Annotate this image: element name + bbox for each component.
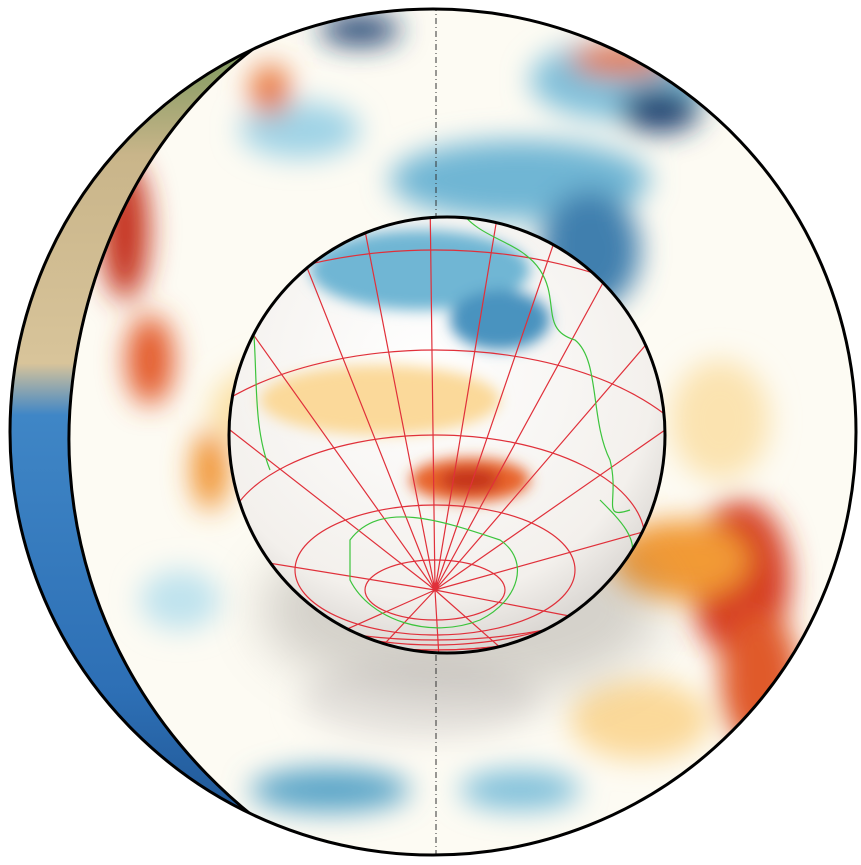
- shape: [140, 570, 220, 630]
- shape: [460, 770, 580, 810]
- shape: [250, 64, 290, 116]
- shape: [570, 680, 710, 760]
- tomography-globe: [0, 0, 861, 865]
- page: (() => { const data = JSON.parse(documen…: [0, 0, 861, 865]
- shape: [192, 430, 228, 510]
- shape: [260, 365, 500, 435]
- shape: [250, 768, 410, 812]
- shape: [720, 610, 800, 750]
- shape: [670, 360, 770, 480]
- shape: [320, 15, 400, 45]
- shape: [126, 315, 174, 405]
